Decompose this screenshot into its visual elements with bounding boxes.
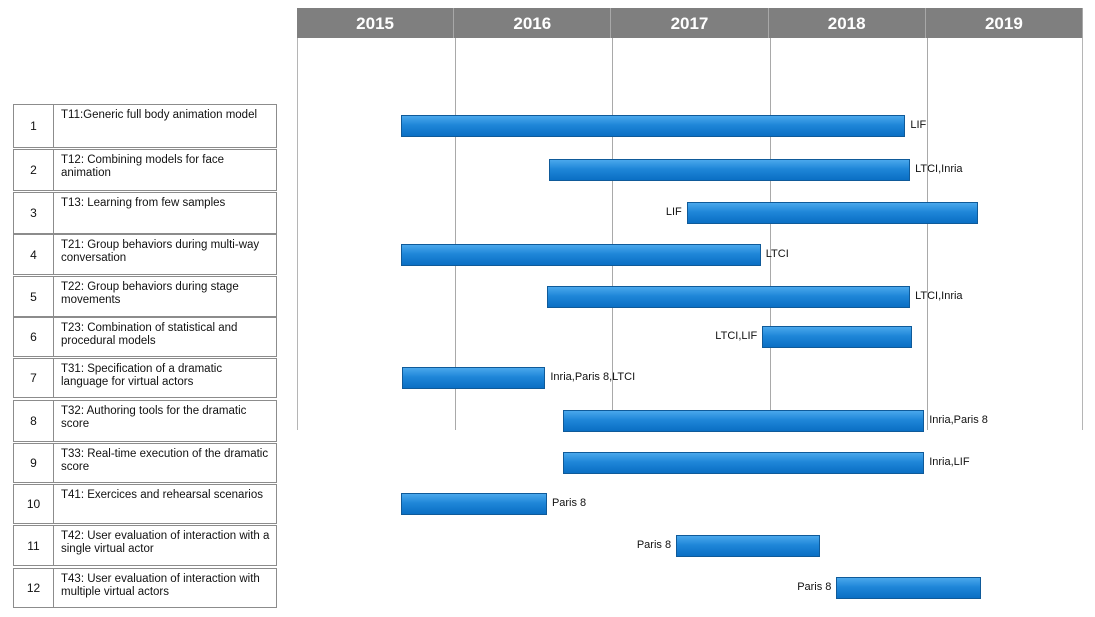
gantt-bar <box>400 244 761 266</box>
gantt-bar <box>562 452 925 474</box>
gantt-bar <box>548 159 911 181</box>
task-row: 2 T12: Combining models for face animatio… <box>13 149 277 191</box>
year-label: 2019 <box>926 8 1083 38</box>
task-number: 7 <box>14 359 54 397</box>
partner-label: Paris 8 <box>797 581 832 593</box>
year-label: 2018 <box>769 8 926 38</box>
task-number: 5 <box>14 277 54 316</box>
year-gridline <box>926 38 928 430</box>
gantt-bar <box>686 202 978 224</box>
gantt-bar <box>402 367 546 389</box>
task-name: T23: Combination of statistical and proc… <box>61 322 238 347</box>
partner-label: LTCI,LIF <box>715 330 758 342</box>
task-name: T13: Learning from few samples <box>61 197 226 209</box>
gantt-grid <box>297 38 1083 430</box>
year-gridline <box>612 38 614 430</box>
partner-label: LIF <box>910 119 927 131</box>
gantt-bar <box>400 493 547 515</box>
gantt-bar <box>546 286 911 308</box>
task-number: 8 <box>14 401 54 441</box>
task-number: 3 <box>14 193 54 233</box>
partner-label: LTCI,Inria <box>915 290 963 302</box>
task-name: T21: Group behaviors during multi-way co… <box>61 239 260 264</box>
task-number: 2 <box>14 150 54 190</box>
task-row: 8 T32: Authoring tools for the dramatic s… <box>13 400 277 442</box>
task-row: 11 T42: User evaluation of interaction wi… <box>13 525 277 566</box>
year-label: 2016 <box>454 8 612 38</box>
task-row: 9 T33: Real-time execution of the dramati… <box>13 443 277 483</box>
partner-label: Inria,LIF <box>929 456 970 468</box>
gantt-bar <box>675 535 821 557</box>
task-row: 4 T21: Group behaviors during multi-way c… <box>13 234 277 275</box>
year-gridline <box>455 38 457 430</box>
task-row: 5 T22: Group behaviors during stage movem… <box>13 276 277 317</box>
partner-label: Paris 8 <box>551 497 587 509</box>
task-number: 6 <box>14 318 54 356</box>
task-row: 1 T11:Generic full body animation model <box>13 104 277 148</box>
task-row: 12 T43: User evaluation of interaction wi… <box>13 568 277 608</box>
year-gridline <box>769 38 771 430</box>
task-name: T31: Specification of a dramatic languag… <box>61 363 223 388</box>
year-header: 2015 2016 2017 2018 2019 <box>297 8 1083 38</box>
task-name: T12: Combining models for face animation <box>61 154 224 179</box>
year-label: 2017 <box>611 8 769 38</box>
partner-label: Inria,Paris 8 <box>929 414 988 426</box>
task-name: T33: Real-time execution of the dramatic… <box>61 448 269 473</box>
gantt-bar <box>562 410 925 432</box>
partner-label: Paris 8 <box>636 539 672 551</box>
task-number: 11 <box>14 526 54 565</box>
task-number: 4 <box>14 235 54 274</box>
task-name: T41: Exercices and rehearsal scenarios <box>61 489 263 501</box>
year-label: 2015 <box>297 8 455 38</box>
partner-label: Inria,Paris 8,LTCI <box>550 371 636 383</box>
task-name: T42: User evaluation of interaction with… <box>61 530 270 555</box>
partner-label: LIF <box>665 206 682 218</box>
task-number: 9 <box>14 444 54 482</box>
task-row: 6 T23: Combination of statistical and pro… <box>13 317 277 357</box>
task-row: 10 T41: Exercices and rehearsal scenarios <box>13 484 277 524</box>
partner-label: LTCI <box>765 248 789 260</box>
partner-label: LTCI,Inria <box>915 163 963 175</box>
task-name: T11:Generic full body animation model <box>61 109 258 121</box>
task-name: T43: User evaluation of interaction with… <box>61 573 260 598</box>
task-name: T22: Group behaviors during stage moveme… <box>61 281 239 306</box>
gantt-bar <box>400 115 906 137</box>
task-number: 10 <box>14 485 54 523</box>
task-row: 7 T31: Specification of a dramatic langua… <box>13 358 277 398</box>
task-number: 1 <box>14 105 54 147</box>
gantt-bar <box>836 577 981 599</box>
task-number: 12 <box>14 569 54 607</box>
task-name: T32: Authoring tools for the dramatic sc… <box>61 405 247 430</box>
gantt-bar <box>762 326 912 348</box>
task-row: 3 T13: Learning from few samples <box>13 192 277 234</box>
